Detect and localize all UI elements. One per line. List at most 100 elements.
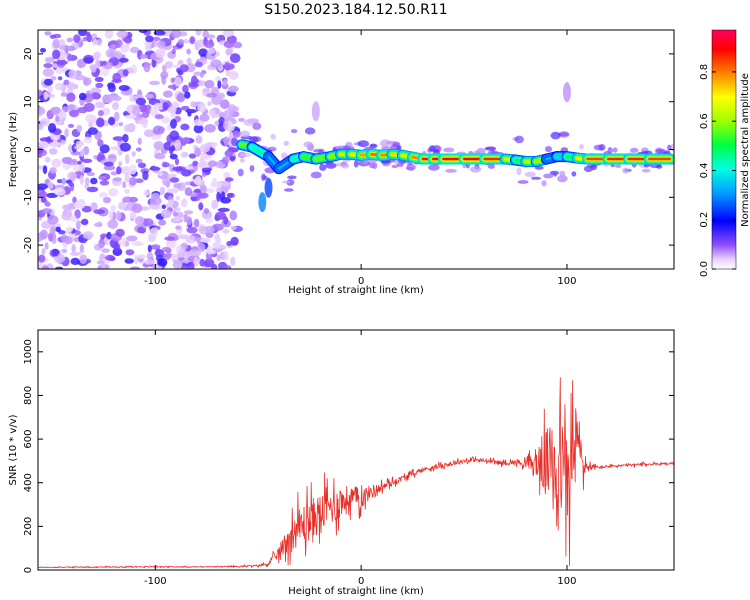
noise-blob — [124, 258, 134, 264]
ridge-halo-blob — [476, 147, 486, 156]
noise-blob — [52, 49, 61, 60]
noise-blob — [72, 165, 81, 172]
ridge-halo-blob — [237, 168, 244, 177]
noise-blob — [231, 106, 240, 112]
noise-blob — [193, 178, 202, 185]
noise-blob — [56, 60, 68, 66]
noise-blob — [167, 199, 174, 207]
noise-blob — [134, 178, 144, 183]
noise-blob — [44, 201, 51, 207]
heatmap-content — [38, 30, 674, 269]
noise-blob — [197, 242, 206, 253]
y-tick-label: 800 — [23, 386, 34, 405]
noise-blob — [42, 68, 54, 77]
noise-blob — [79, 244, 85, 254]
ridge-halo-blob — [281, 180, 291, 184]
noise-blob — [73, 74, 86, 81]
noise-blob — [153, 141, 164, 151]
noise-blob — [167, 106, 176, 114]
noise-blob — [123, 36, 133, 44]
noise-blob — [83, 136, 92, 144]
noise-blob — [186, 216, 193, 226]
noise-blob — [153, 30, 166, 36]
noise-blob — [165, 238, 177, 249]
noise-blob — [144, 93, 155, 99]
noise-blob — [91, 33, 98, 39]
x-tick-label: -100 — [144, 276, 167, 287]
noise-blob — [120, 166, 132, 175]
x-tick-label: -100 — [144, 576, 167, 587]
noise-blob — [144, 44, 152, 52]
noise-blob — [110, 95, 122, 101]
noise-blob — [223, 109, 234, 118]
noise-blob — [58, 49, 67, 59]
noise-blob — [51, 248, 60, 257]
noise-blob — [119, 142, 131, 152]
ridge-halo-blob — [524, 171, 536, 177]
noise-blob — [224, 177, 234, 182]
noise-blob — [190, 101, 197, 108]
noise-blob — [136, 254, 147, 259]
ridge-halo-blob — [270, 133, 276, 140]
chart-title: S150.2023.184.12.50.R11 — [264, 2, 448, 18]
noise-blob — [199, 72, 204, 78]
ridge-halo-blob — [243, 119, 254, 126]
noise-blob — [198, 48, 208, 57]
noise-blob — [186, 57, 192, 65]
noise-blob — [41, 248, 46, 255]
y-tick-label: 1000 — [23, 339, 34, 364]
noise-blob — [39, 229, 48, 240]
y-tick-label: 200 — [23, 517, 34, 536]
noise-blob — [131, 241, 144, 247]
noise-blob — [83, 31, 91, 37]
noise-blob — [143, 62, 151, 73]
noise-blob — [147, 244, 152, 253]
noise-blob — [96, 117, 105, 128]
noise-blob — [230, 236, 239, 246]
ridge-halo-blob — [598, 144, 606, 151]
noise-blob — [135, 147, 142, 152]
noise-blob — [196, 192, 209, 199]
ridge-halo-blob — [443, 147, 455, 153]
noise-blob — [192, 160, 199, 167]
ridge-halo-blob — [514, 135, 524, 144]
ridge-halo-blob — [249, 165, 255, 172]
noise-blob — [38, 260, 43, 269]
noise-blob — [110, 44, 117, 49]
noise-blob — [161, 74, 167, 85]
ridge-halo-blob — [396, 146, 402, 151]
noise-blob — [66, 45, 76, 51]
noise-blob — [110, 146, 121, 151]
ridge-halo-blob — [550, 131, 561, 140]
ridge-halo-blob — [340, 163, 350, 169]
noise-blob — [79, 175, 85, 185]
colorbar-tick-label: 0.2 — [699, 212, 710, 228]
noise-blob — [70, 215, 77, 223]
noise-blob — [180, 151, 189, 158]
ridge-halo-blob — [380, 139, 391, 147]
noise-blob — [149, 107, 158, 117]
noise-blob — [43, 78, 54, 86]
noise-blob — [94, 76, 104, 82]
ridge-halo-blob — [517, 180, 529, 184]
noise-blob — [77, 60, 85, 69]
noise-blob — [69, 109, 80, 118]
noise-blob — [171, 101, 180, 109]
noise-blob — [48, 148, 58, 155]
noise-blob — [105, 254, 115, 261]
noise-blob — [66, 92, 76, 103]
ridge-plume — [264, 177, 273, 198]
noise-blob — [227, 192, 235, 198]
noise-blob — [83, 57, 94, 64]
noise-blob — [223, 216, 229, 225]
ridge — [236, 139, 674, 175]
ridge-halo-blob — [543, 173, 554, 179]
noise-blob — [86, 172, 95, 177]
noise-blob — [116, 166, 122, 175]
noise-blob — [162, 162, 170, 168]
noise-blob — [69, 251, 82, 256]
noise-blob — [54, 82, 63, 91]
ridge-halo-blob — [629, 147, 639, 153]
noise-blob — [228, 70, 239, 81]
ridge-halo-blob — [516, 167, 522, 176]
